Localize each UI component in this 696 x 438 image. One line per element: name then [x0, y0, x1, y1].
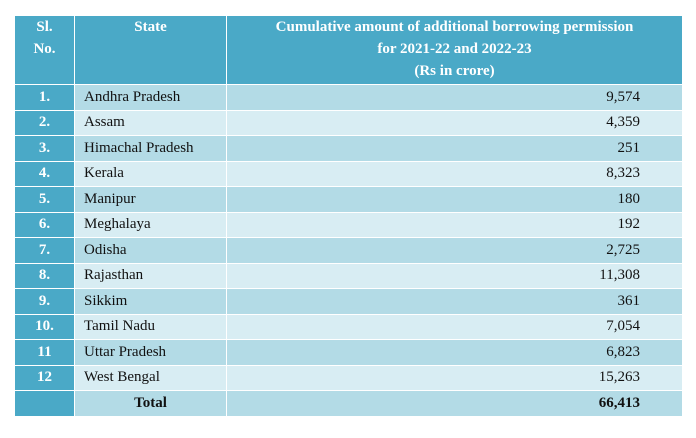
- amount-cell: 11,308: [226, 262, 683, 289]
- state-cell: Rajasthan: [74, 262, 227, 289]
- state-cell: Meghalaya: [74, 211, 227, 238]
- sl-cell: [14, 390, 75, 417]
- amount-cell: 180: [226, 186, 683, 213]
- sl-cell: 6.: [14, 211, 75, 238]
- amount-cell: 2,725: [226, 237, 683, 264]
- header-amount-line3: (Rs in crore): [414, 63, 495, 79]
- table-row: 7. Odisha 2,725: [14, 237, 683, 264]
- state-cell: Manipur: [74, 186, 227, 213]
- table-row: 1. Andhra Pradesh 9,574: [14, 84, 683, 111]
- sl-cell: 4.: [14, 160, 75, 187]
- header-state: State: [74, 15, 227, 85]
- sl-cell: 12: [14, 364, 75, 391]
- header-amount: Cumulative amount of additional borrowin…: [226, 15, 683, 85]
- table-row: 6. Meghalaya 192: [14, 211, 683, 238]
- state-cell: Tamil Nadu: [74, 313, 227, 340]
- state-cell: Sikkim: [74, 288, 227, 315]
- table-row: 2. Assam 4,359: [14, 109, 683, 136]
- sl-cell: 11: [14, 339, 75, 366]
- amount-cell: 361: [226, 288, 683, 315]
- header-amount-line2: for 2021-22 and 2022-23: [377, 41, 532, 57]
- state-cell: West Bengal: [74, 364, 227, 391]
- state-cell: Odisha: [74, 237, 227, 264]
- borrowing-table: Sl. No. State Cumulative amount of addit…: [14, 15, 683, 417]
- header-amount-line1: Cumulative amount of additional borrowin…: [275, 19, 634, 35]
- amount-cell: 8,323: [226, 160, 683, 187]
- total-row: Total 66,413: [14, 390, 683, 417]
- amount-cell: 15,263: [226, 364, 683, 391]
- table-row: 9. Sikkim 361: [14, 288, 683, 315]
- sl-cell: 8.: [14, 262, 75, 289]
- sl-cell: 9.: [14, 288, 75, 315]
- state-cell: Uttar Pradesh: [74, 339, 227, 366]
- total-label: Total: [74, 390, 227, 417]
- table-row: 10. Tamil Nadu 7,054: [14, 313, 683, 340]
- table-row: 5. Manipur 180: [14, 186, 683, 213]
- sl-cell: 5.: [14, 186, 75, 213]
- amount-cell: 251: [226, 135, 683, 162]
- amount-cell: 6,823: [226, 339, 683, 366]
- sl-cell: 7.: [14, 237, 75, 264]
- amount-cell: 192: [226, 211, 683, 238]
- amount-cell: 4,359: [226, 109, 683, 136]
- total-amount: 66,413: [226, 390, 683, 417]
- table-row: 12 West Bengal 15,263: [14, 364, 683, 391]
- table-row: 8. Rajasthan 11,308: [14, 262, 683, 289]
- sl-cell: 3.: [14, 135, 75, 162]
- header-sl: Sl. No.: [14, 15, 75, 85]
- sl-cell: 10.: [14, 313, 75, 340]
- state-cell: Andhra Pradesh: [74, 84, 227, 111]
- state-cell: Himachal Pradesh: [74, 135, 227, 162]
- header-row: Sl. No. State Cumulative amount of addit…: [14, 15, 683, 85]
- amount-cell: 7,054: [226, 313, 683, 340]
- state-cell: Assam: [74, 109, 227, 136]
- table-row: 11 Uttar Pradesh 6,823: [14, 339, 683, 366]
- state-cell: Kerala: [74, 160, 227, 187]
- sl-cell: 1.: [14, 84, 75, 111]
- amount-cell: 9,574: [226, 84, 683, 111]
- table-row: 3. Himachal Pradesh 251: [14, 135, 683, 162]
- sl-cell: 2.: [14, 109, 75, 136]
- table-row: 4. Kerala 8,323: [14, 160, 683, 187]
